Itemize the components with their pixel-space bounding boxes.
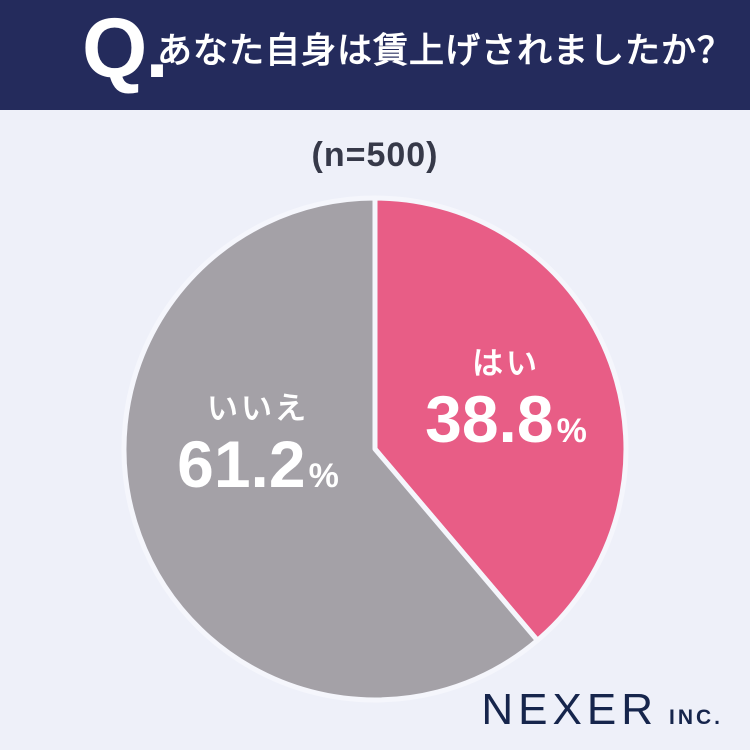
sample-size-label: (n=500)	[311, 136, 439, 174]
question-title: あなた自身は賃上げされましたか？	[157, 31, 734, 71]
pie-label-yes: はい 38.8%	[425, 346, 587, 452]
pie-label-no-value: 61.2%	[177, 431, 339, 497]
pie-label-yes-number: 38.8	[425, 381, 554, 456]
pie-slice-yes	[372, 195, 629, 643]
pie-label-no: いいえ 61.2%	[177, 391, 339, 497]
pie-label-yes-name: はい	[471, 346, 540, 382]
pie-label-no-number: 61.2	[177, 426, 306, 501]
brand-suffix: INC.	[669, 706, 723, 729]
pie-label-yes-percent-sign: %	[556, 411, 587, 450]
pie-label-yes-value: 38.8%	[425, 386, 587, 452]
pie-slice-no	[121, 195, 540, 703]
q-mark: Q.	[82, 1, 169, 95]
pie-label-no-name: いいえ	[206, 391, 309, 427]
brand-name: NEXER	[481, 685, 658, 734]
question-banner: Q. あなた自身は賃上げされましたか？	[0, 0, 750, 110]
brand-logo: NEXER INC.	[481, 688, 723, 732]
pie-label-no-percent-sign: %	[308, 456, 339, 495]
